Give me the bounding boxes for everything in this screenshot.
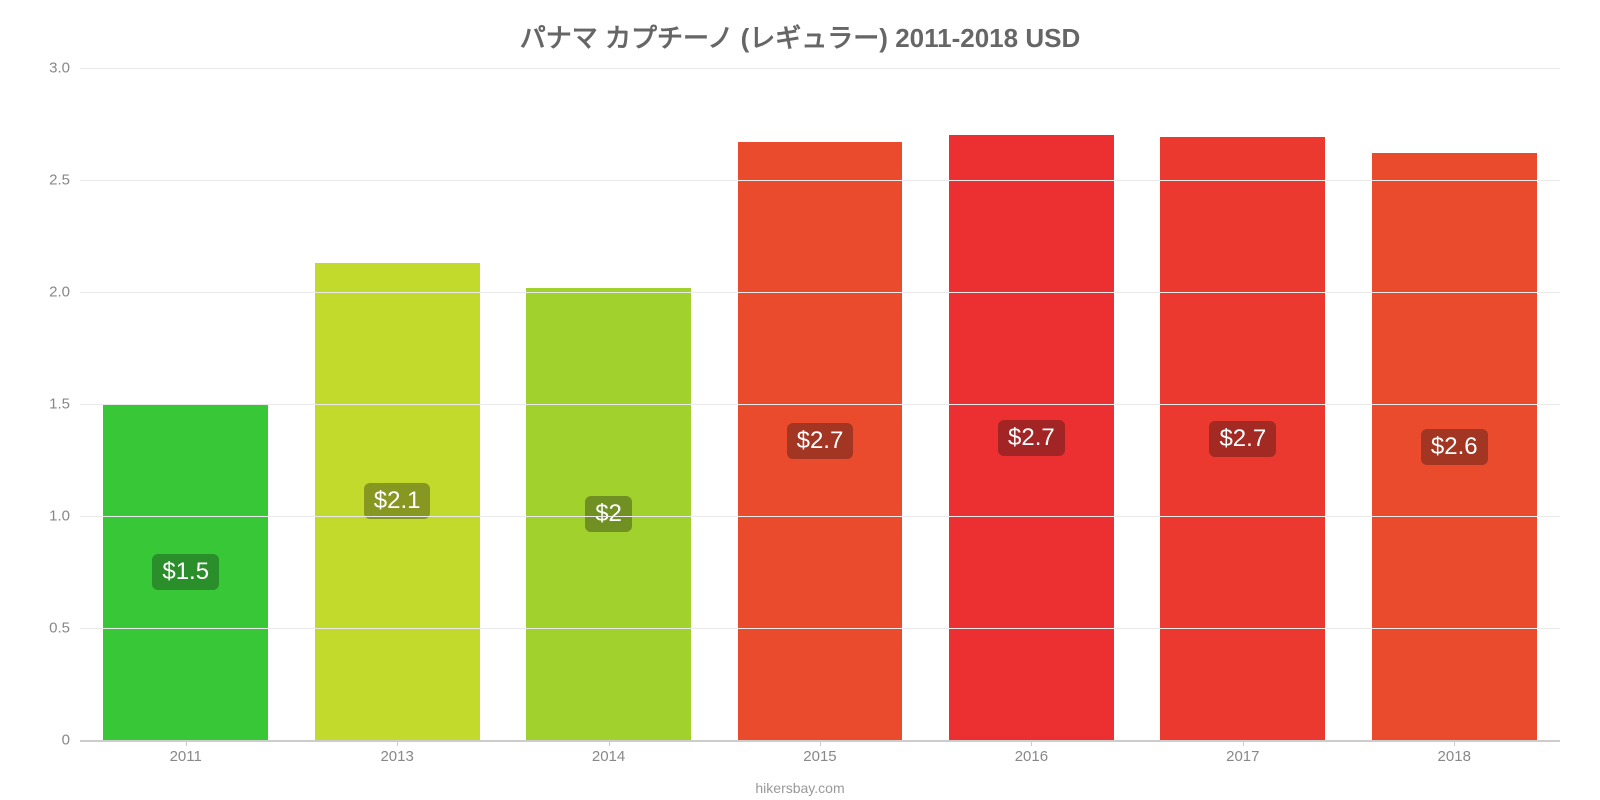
bar: $2.7 <box>738 142 903 740</box>
value-badge: $2.7 <box>1209 421 1276 457</box>
x-axis-label: 2014 <box>592 748 625 765</box>
x-axis-label: 2017 <box>1226 748 1259 765</box>
bar: $2.1 <box>315 263 480 740</box>
y-axis-label: 3.0 <box>30 60 70 77</box>
value-badge: $2.7 <box>998 420 1065 456</box>
bar: $2.7 <box>949 135 1114 740</box>
y-axis-label: 1.0 <box>30 508 70 525</box>
value-badge: $1.5 <box>152 554 219 590</box>
x-axis-label: 2015 <box>803 748 836 765</box>
x-axis-label: 2011 <box>170 748 202 765</box>
x-axis-label: 2018 <box>1438 748 1471 765</box>
value-badge: $2.6 <box>1421 429 1488 465</box>
plot-area: $1.52011$2.12013$22014$2.72015$2.72016$2… <box>80 68 1560 740</box>
bar: $1.5 <box>103 404 268 740</box>
y-axis-label: 0 <box>30 732 70 749</box>
y-axis-label: 0.5 <box>30 620 70 637</box>
bar: $2.6 <box>1372 153 1537 740</box>
y-axis-label: 1.5 <box>30 396 70 413</box>
grid-line <box>80 292 1560 293</box>
chart-title: パナマ カプチーノ (レギュラー) 2011-2018 USD <box>0 0 1600 55</box>
value-badge: $2 <box>585 496 632 532</box>
bar: $2 <box>526 288 691 740</box>
bar: $2.7 <box>1160 137 1325 740</box>
grid-line <box>80 68 1560 69</box>
y-axis-label: 2.0 <box>30 284 70 301</box>
value-badge: $2.1 <box>364 483 431 519</box>
grid-line <box>80 628 1560 629</box>
grid-line <box>80 404 1560 405</box>
x-axis-label: 2013 <box>380 748 413 765</box>
y-axis-label: 2.5 <box>30 172 70 189</box>
grid-line <box>80 180 1560 181</box>
axis-baseline <box>80 740 1560 742</box>
x-axis-label: 2016 <box>1015 748 1048 765</box>
chart-container: パナマ カプチーノ (レギュラー) 2011-2018 USD $1.52011… <box>0 0 1600 800</box>
attribution-text: hikersbay.com <box>0 780 1600 796</box>
grid-line <box>80 516 1560 517</box>
value-badge: $2.7 <box>787 423 854 459</box>
